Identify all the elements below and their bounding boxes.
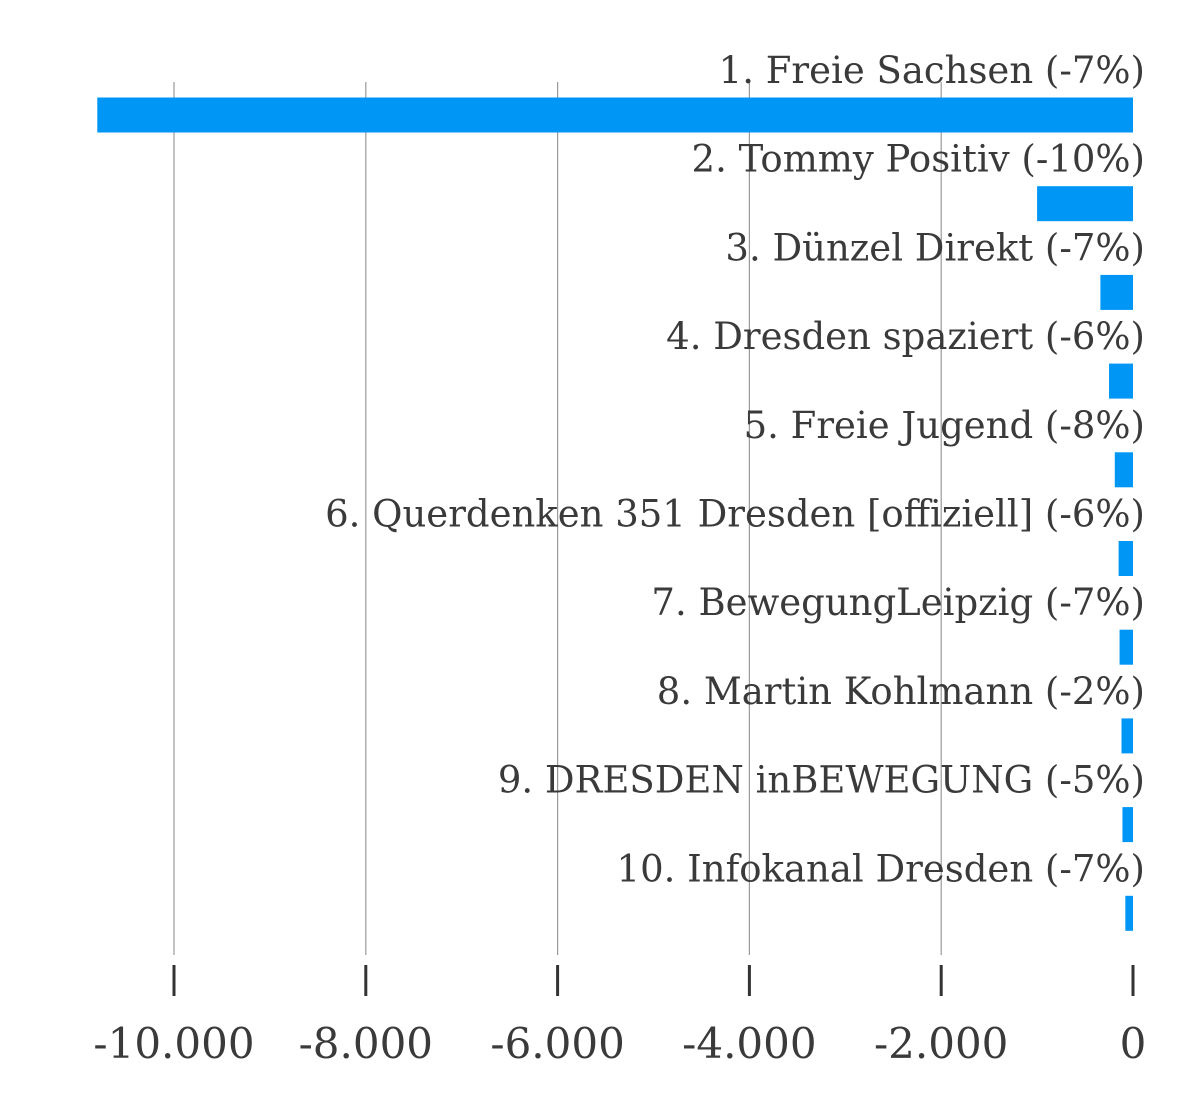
category-label: 2. Tommy Positiv (-10%) — [692, 138, 1145, 181]
x-tick-label: 0 — [1120, 1019, 1147, 1068]
bar-layer — [97, 97, 1133, 931]
bar — [1037, 186, 1133, 222]
bar — [1119, 629, 1133, 665]
label-layer: 1. Freie Sachsen (-7%) 2. Tommy Positiv (… — [325, 49, 1145, 890]
category-label: 7. BewegungLeipzig (-7%) — [651, 581, 1145, 624]
bar — [1122, 807, 1133, 843]
category-label: 3. Dünzel Direkt (-7%) — [725, 226, 1145, 269]
bar — [1121, 718, 1133, 754]
bar — [1109, 363, 1133, 399]
x-axis: -10.000 -8.000 -6.000 -4.000 -2.000 0 — [93, 965, 1146, 1068]
category-label: 6. Querdenken 351 Dresden [offiziell] (-… — [325, 493, 1145, 536]
category-label: 5. Freie Jugend (-8%) — [744, 404, 1145, 447]
x-tick-label: -10.000 — [93, 1019, 254, 1068]
category-label: 4. Dresden spaziert (-6%) — [666, 315, 1145, 358]
bar — [1125, 895, 1133, 931]
bar — [1118, 541, 1133, 576]
x-tick-label: -2.000 — [874, 1019, 1008, 1068]
bar — [1114, 452, 1133, 488]
bar — [1100, 274, 1133, 310]
category-label: 1. Freie Sachsen (-7%) — [719, 49, 1145, 92]
x-tick-label: -6.000 — [490, 1019, 624, 1068]
x-tick-label: -4.000 — [682, 1019, 816, 1068]
category-label: 10. Infokanal Dresden (-7%) — [617, 847, 1145, 890]
grid-layer — [173, 82, 942, 955]
bar — [97, 97, 1133, 133]
x-tick-label: -8.000 — [299, 1019, 433, 1068]
category-label: 9. DRESDEN inBEWEGUNG (-5%) — [498, 759, 1145, 802]
category-label: 8. Martin Kohlmann (-2%) — [657, 670, 1145, 713]
